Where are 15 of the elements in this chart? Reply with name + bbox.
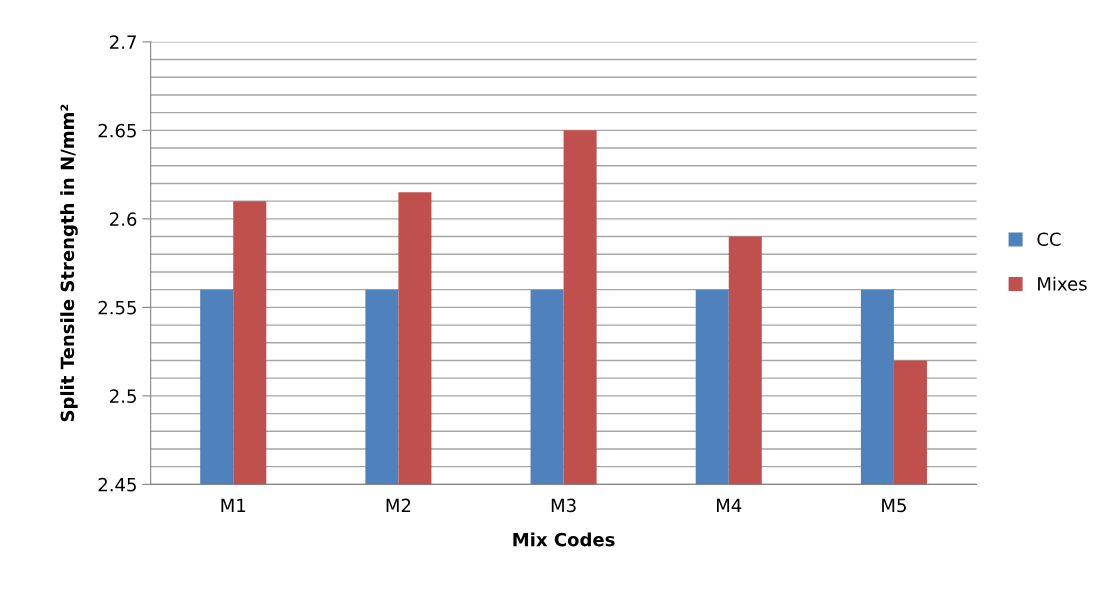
- x-tick-label: M1: [221, 498, 246, 512]
- legend-label: Mixes: [1038, 276, 1087, 291]
- x-axis-title: Mix Codes: [513, 532, 615, 547]
- x-tick-label: M2: [386, 498, 411, 512]
- y-tick-label: 2.65: [98, 123, 136, 138]
- y-tick-label: 2.5: [110, 389, 136, 403]
- y-tick-label: 2.55: [98, 300, 136, 315]
- text: 2.45: [98, 477, 136, 492]
- x-tick-label: M4: [716, 498, 742, 512]
- legend-label: CC: [1037, 232, 1061, 247]
- x-tick-label: M3: [551, 498, 576, 513]
- y-tick-label: 2.7: [110, 35, 136, 49]
- y-tick-label: 2.6: [110, 212, 137, 226]
- y-axis-title: Split Tensile Strength in N/mm²: [60, 104, 78, 422]
- x-tick-label: M5: [882, 498, 906, 513]
